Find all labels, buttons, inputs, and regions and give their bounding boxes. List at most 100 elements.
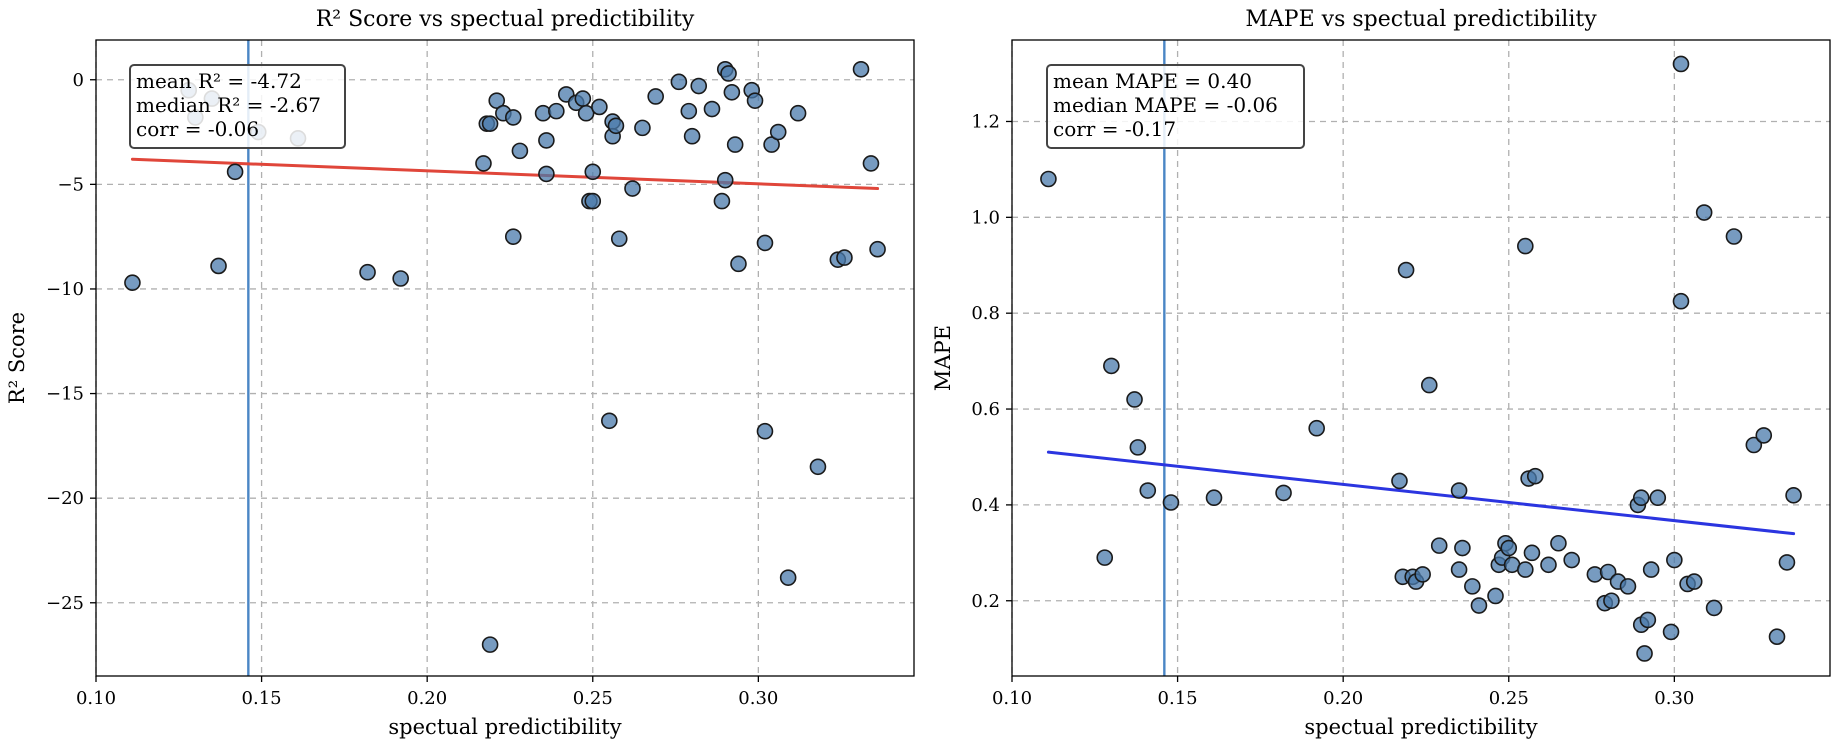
data-point <box>720 65 737 82</box>
y-tick-label: 1.0 <box>971 207 1000 228</box>
data-point <box>1162 494 1180 511</box>
stats-box: mean R² = -4.72 median R² = -2.67 corr =… <box>129 64 346 149</box>
data-point <box>1550 534 1567 552</box>
data-point <box>683 127 701 145</box>
y-tick-label: −25 <box>46 593 84 614</box>
data-point <box>1603 592 1620 610</box>
data-point <box>763 136 780 153</box>
y-tick-label: 1.2 <box>971 111 1000 132</box>
data-point <box>1526 467 1544 485</box>
x-tick-label: 0.20 <box>407 688 447 709</box>
data-point <box>488 92 506 109</box>
data-point <box>548 102 565 120</box>
data-point <box>1517 561 1534 578</box>
data-point <box>1450 561 1468 578</box>
x-tick-label: 0.25 <box>1489 688 1529 709</box>
r2-score-chart: R² Score vs spectual predictibility 0.10… <box>5 7 915 739</box>
data-point <box>1639 611 1657 629</box>
plot-frame <box>1011 39 1831 677</box>
data-point <box>1636 645 1653 662</box>
x-axis-label: spectual predictibility <box>1304 715 1537 739</box>
y-axis-label: MAPE <box>931 325 955 391</box>
mape-chart: MAPE vs spectual predictibility 0.10 0.15… <box>931 7 1831 739</box>
y-tick-label: −20 <box>46 488 84 509</box>
data-point <box>746 92 764 109</box>
data-point <box>1599 563 1617 581</box>
data-point <box>680 102 698 120</box>
y-axis-label: R² Score <box>5 312 29 404</box>
data-point <box>1391 472 1408 490</box>
data-point <box>789 104 807 122</box>
data-point <box>670 73 688 91</box>
x-tick-label: 0.25 <box>573 688 613 709</box>
data-point <box>538 132 555 149</box>
data-point <box>538 165 555 183</box>
data-point <box>1755 427 1773 444</box>
data-point <box>1672 55 1690 73</box>
data-point <box>1785 487 1802 504</box>
data-point <box>869 240 886 258</box>
data-point <box>475 155 492 172</box>
data-point <box>756 422 774 440</box>
data-point <box>1705 599 1723 617</box>
trend-line <box>130 157 880 191</box>
data-points <box>1040 55 1802 662</box>
y-tick-label: −5 <box>57 174 84 195</box>
data-point <box>779 569 797 586</box>
y-tick-label: 0 <box>73 70 84 91</box>
data-point <box>1662 623 1680 641</box>
stats-mean: mean MAPE = 0.40 <box>1053 69 1252 93</box>
data-point <box>862 155 880 172</box>
data-point <box>359 263 376 281</box>
data-point <box>1470 597 1488 614</box>
x-tick-label: 0.10 <box>76 688 116 709</box>
data-point <box>1523 544 1541 562</box>
data-point <box>1420 376 1438 394</box>
data-point <box>584 192 602 210</box>
y-tick-label: 0.6 <box>971 399 1000 420</box>
data-point <box>584 163 602 181</box>
data-point <box>769 123 787 141</box>
data-point <box>634 119 651 137</box>
data-point <box>1126 391 1143 408</box>
data-point <box>1768 628 1786 645</box>
data-point <box>1695 204 1713 221</box>
stats-box-frame <box>129 64 346 149</box>
data-point <box>1096 549 1114 566</box>
data-point <box>574 90 592 107</box>
axis-ticks: 0.10 0.15 0.20 0.25 0.30 0 −5 −10 −15 −20 −25 <box>46 70 778 709</box>
data-point <box>647 88 664 105</box>
x-axis-label: spectual predictibility <box>388 715 621 739</box>
data-point <box>1725 228 1743 245</box>
data-point <box>809 458 827 476</box>
data-point <box>1103 357 1120 375</box>
data-point <box>1619 578 1637 595</box>
data-point <box>1586 566 1604 583</box>
y-tick-label: 0.4 <box>971 495 1000 516</box>
data-point <box>610 230 628 248</box>
axis-ticks: 0.10 0.15 0.20 0.25 0.30 0.2 0.4 0.6 0.8 1.0 1.2 <box>971 111 1694 709</box>
stats-median: median MAPE = -0.06 <box>1053 93 1278 117</box>
x-tick-label: 0.30 <box>738 688 778 709</box>
data-point <box>730 255 747 273</box>
chart-title: MAPE vs spectual predictibility <box>1245 7 1597 32</box>
stats-mean: mean R² = -4.72 <box>136 69 302 93</box>
data-point <box>1129 439 1147 456</box>
data-point <box>1517 237 1534 255</box>
y-tick-label: −10 <box>46 279 84 300</box>
data-point <box>226 163 244 181</box>
data-point <box>124 274 141 291</box>
data-point <box>481 636 499 653</box>
data-point <box>1642 561 1660 578</box>
y-tick-label: 0.2 <box>971 591 1000 612</box>
stats-median: median R² = -2.67 <box>136 93 321 117</box>
data-point <box>1430 537 1448 554</box>
data-point <box>726 136 744 153</box>
data-point <box>1040 170 1057 188</box>
data-point <box>504 228 522 245</box>
chart-title: R² Score vs spectual predictibility <box>316 7 695 32</box>
data-point <box>1745 436 1763 454</box>
data-point <box>1454 539 1471 557</box>
data-point <box>591 98 608 116</box>
